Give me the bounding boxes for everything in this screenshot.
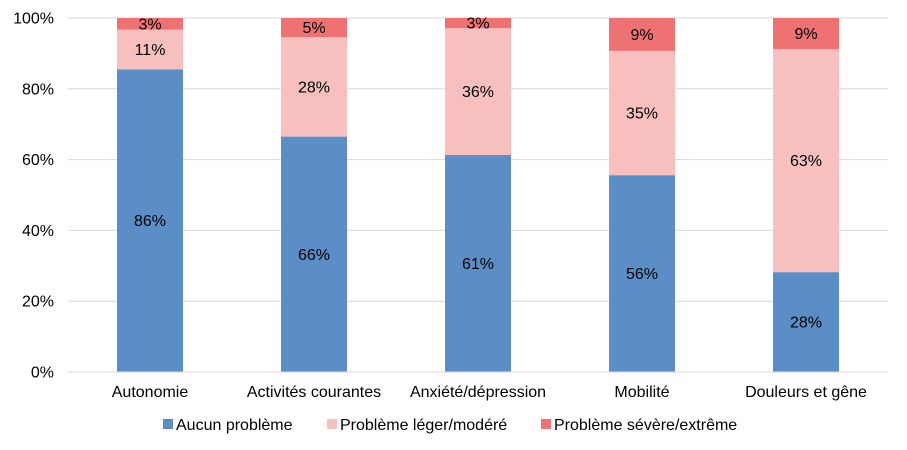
bar-segment xyxy=(117,69,183,372)
y-tick-label: 80% xyxy=(22,81,54,98)
bar-segment xyxy=(773,272,839,372)
x-category-label: Douleurs et gêne xyxy=(745,384,867,401)
y-tick-label: 40% xyxy=(22,223,54,240)
data-label: 63% xyxy=(790,153,822,170)
y-axis: 0% 20% 40% 60% 80% 100% xyxy=(13,11,54,382)
x-category-label: Mobilité xyxy=(614,384,669,401)
x-category-label: Autonomie xyxy=(112,384,189,401)
bar-segment xyxy=(609,175,675,372)
data-label: 11% xyxy=(135,42,166,59)
data-label: 28% xyxy=(298,79,330,96)
legend: Aucun problème Problème léger/modéré Probl… xyxy=(163,417,737,434)
data-label: 56% xyxy=(626,266,658,283)
data-label: 3% xyxy=(138,16,161,33)
legend-swatch xyxy=(541,419,551,429)
bars: 86% 11% 3% 66% 28% 5% 61% 36% 3% 56% 35% 9% 28% 63% 9% xyxy=(117,16,839,372)
bar-segment xyxy=(281,18,347,38)
bar-segment xyxy=(117,29,183,70)
legend-label: Aucun problème xyxy=(176,417,293,434)
data-label: 9% xyxy=(630,27,653,44)
bar-segment xyxy=(281,136,347,372)
legend-label: Problème léger/modéré xyxy=(340,417,507,434)
bar-segment xyxy=(609,18,675,51)
y-tick-label: 100% xyxy=(13,11,54,28)
y-tick-label: 60% xyxy=(22,152,54,169)
y-tick-label: 0% xyxy=(31,365,54,382)
legend-swatch xyxy=(327,419,337,429)
bar-segment xyxy=(773,49,839,273)
x-category-label: Activités courantes xyxy=(247,384,381,401)
legend-swatch xyxy=(163,419,173,429)
y-tick-label: 20% xyxy=(22,294,54,311)
data-label: 66% xyxy=(298,247,330,264)
data-label: 36% xyxy=(462,84,494,101)
data-label: 35% xyxy=(626,106,658,123)
data-label: 61% xyxy=(462,256,494,273)
bar-segment xyxy=(281,37,347,137)
data-label: 28% xyxy=(790,315,822,332)
bar-segment xyxy=(445,28,511,155)
data-label: 3% xyxy=(466,16,489,33)
bar-segment xyxy=(445,18,511,29)
x-category-label: Anxiété/dépression xyxy=(410,384,546,401)
data-label: 5% xyxy=(302,20,325,37)
bar-segment xyxy=(773,18,839,50)
bar-segment xyxy=(609,50,675,176)
data-label: 9% xyxy=(794,26,817,43)
x-axis: Autonomie Activités courantes Anxiété/dépr… xyxy=(68,371,888,401)
data-label: 86% xyxy=(134,213,166,230)
bar-segment xyxy=(445,154,511,372)
legend-label: Problème sévère/extrême xyxy=(554,417,737,434)
bar-segment xyxy=(117,18,183,30)
